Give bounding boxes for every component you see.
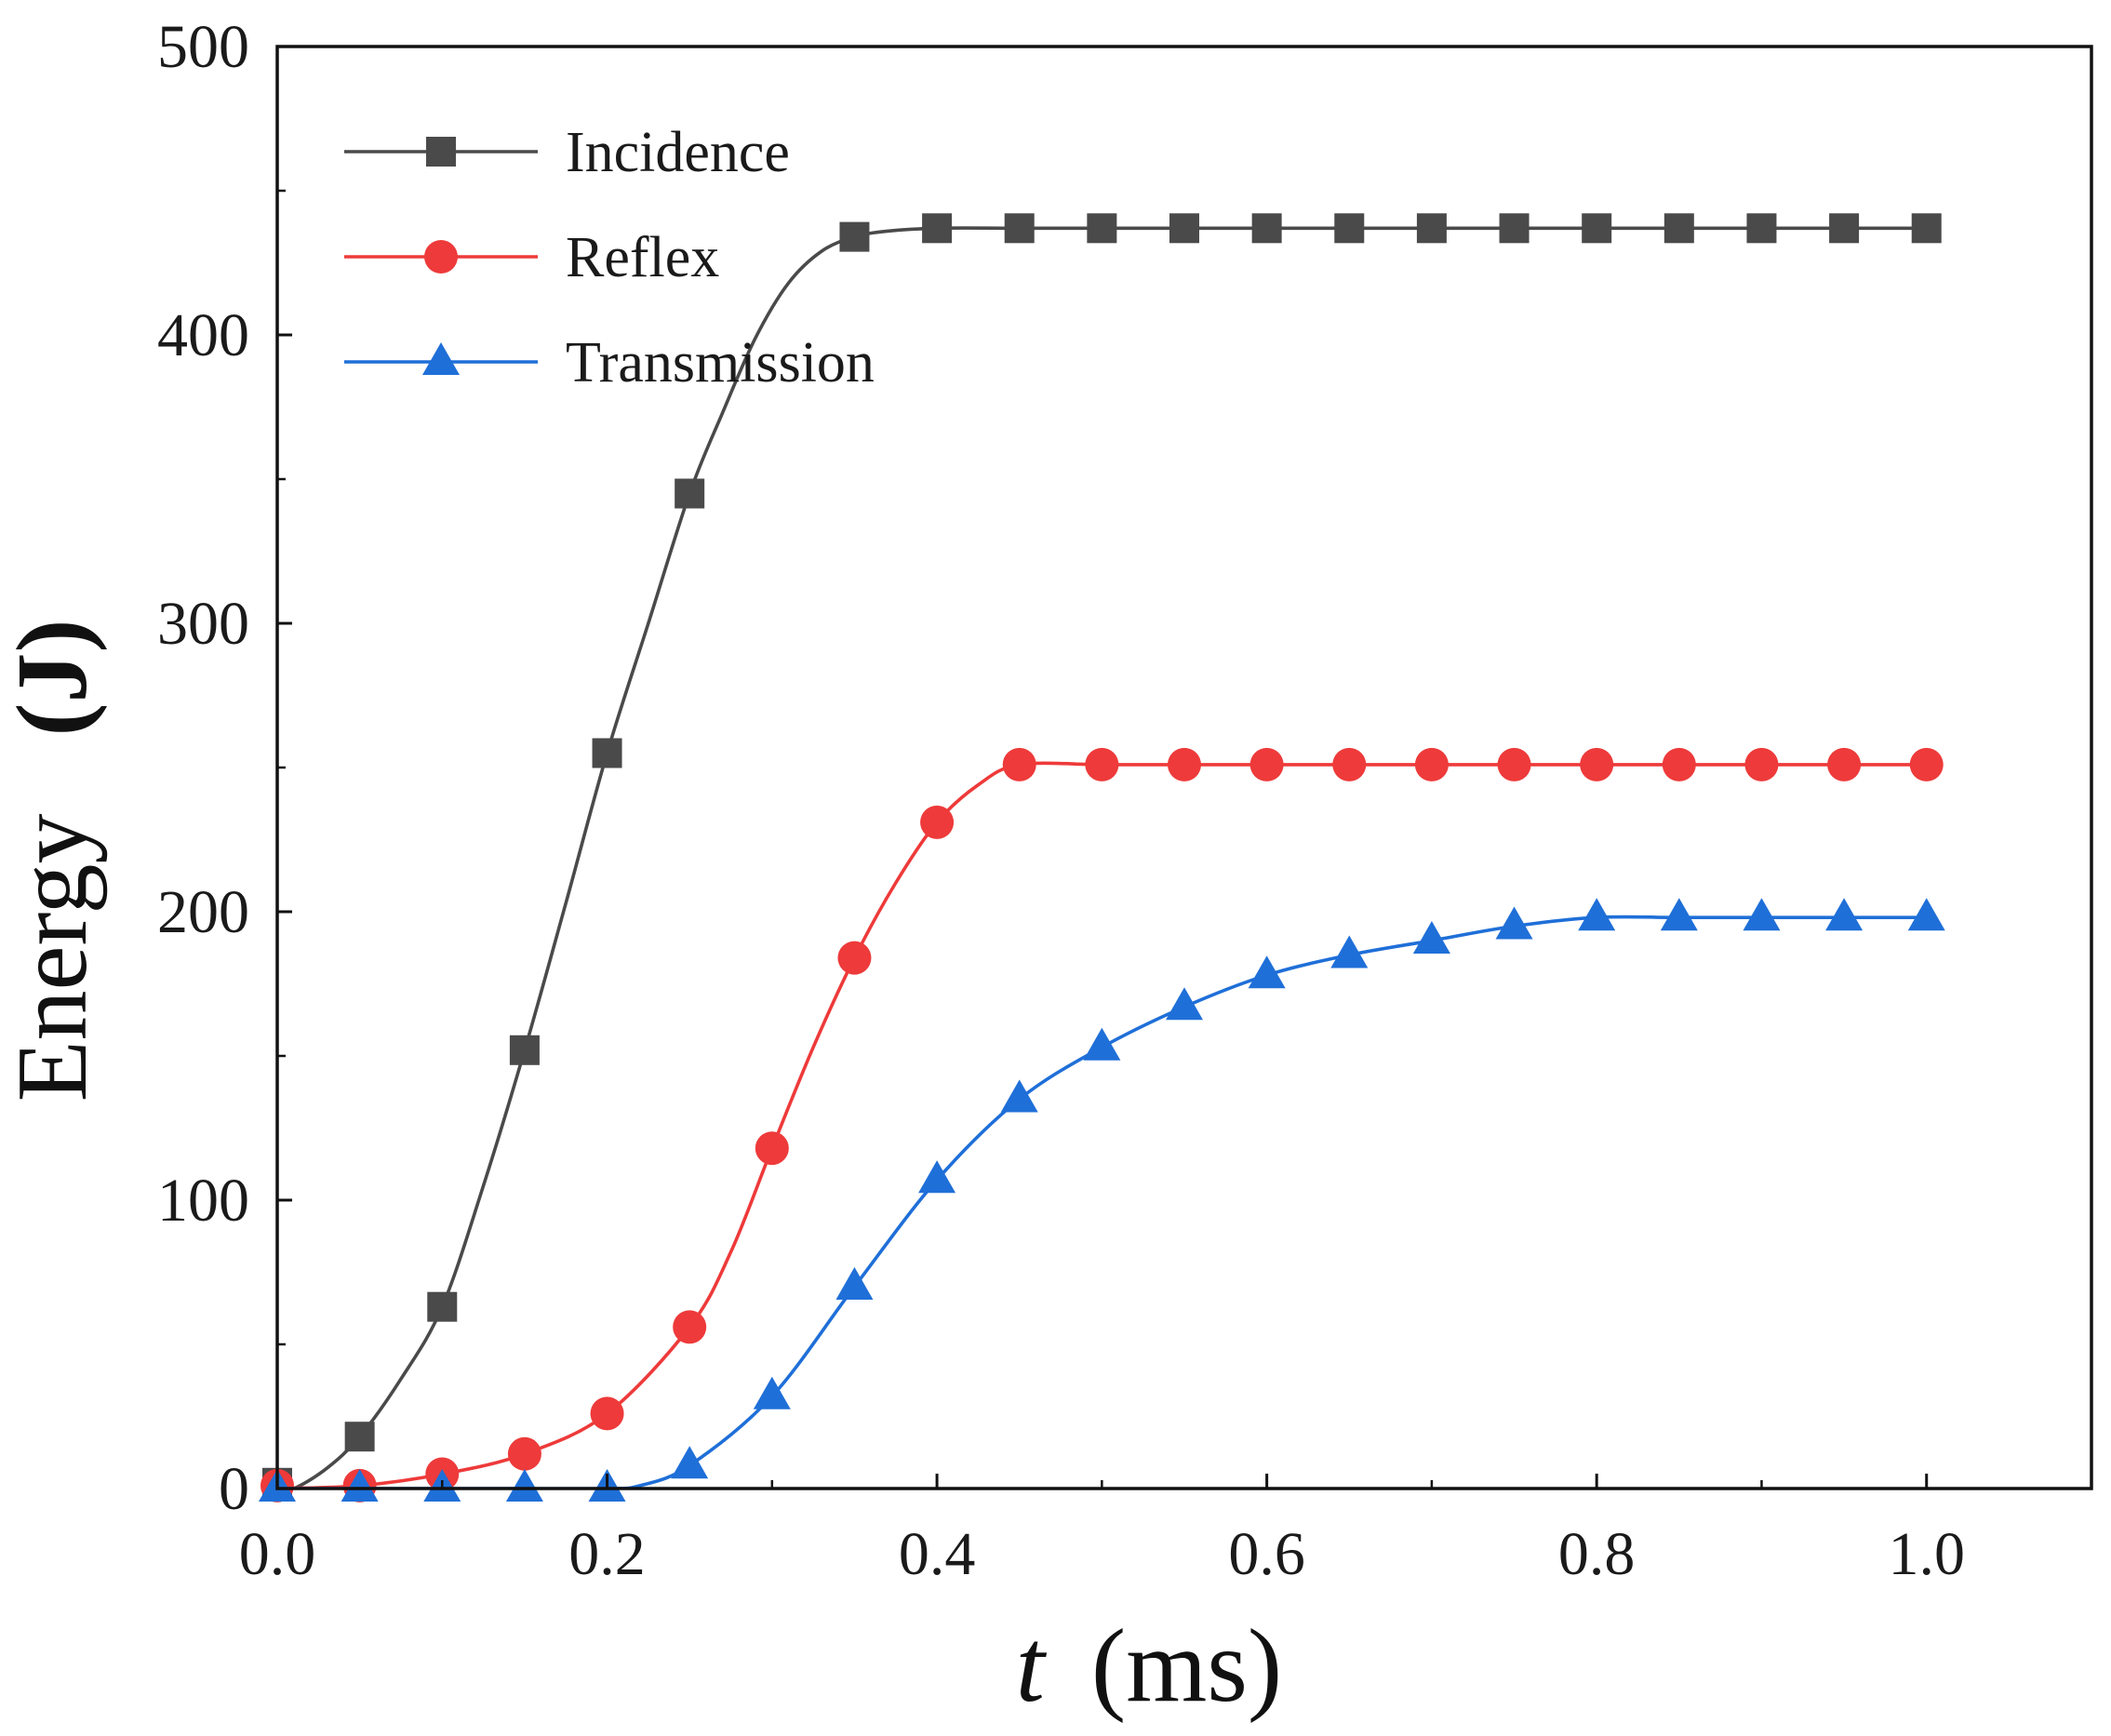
data-point-reflex xyxy=(1827,747,1862,781)
y-tick-label: 300 xyxy=(157,590,249,658)
data-point-transmission xyxy=(1495,906,1533,940)
y-tick-label: 200 xyxy=(157,878,249,946)
y-axis-title-label: Energy xyxy=(0,814,108,1102)
series-group xyxy=(259,213,1945,1502)
legend-marker-reflex xyxy=(424,240,458,274)
series-reflex xyxy=(261,747,1944,1502)
data-point-reflex xyxy=(673,1310,707,1344)
legend-label: Incidence xyxy=(566,121,790,184)
data-point-transmission xyxy=(341,1469,379,1502)
data-point-incidence xyxy=(509,1035,540,1065)
data-point-incidence xyxy=(1582,213,1612,244)
data-point-reflex xyxy=(755,1131,789,1166)
data-point-transmission xyxy=(1743,898,1781,931)
data-point-reflex xyxy=(920,805,955,839)
x-tick-label: 0.6 xyxy=(1228,1520,1305,1588)
data-point-transmission xyxy=(671,1446,709,1479)
data-point-incidence xyxy=(1087,213,1117,244)
data-point-reflex xyxy=(507,1436,541,1471)
data-point-reflex xyxy=(1332,747,1367,781)
x-axis-title-unit: (ms) xyxy=(1091,1609,1282,1724)
data-point-reflex xyxy=(1580,747,1614,781)
data-point-reflex xyxy=(1085,747,1119,781)
data-point-incidence xyxy=(344,1422,375,1452)
x-axis-title-variable: t xyxy=(1016,1609,1048,1724)
data-point-incidence xyxy=(922,213,953,244)
data-point-transmission xyxy=(1825,898,1864,931)
data-point-incidence xyxy=(592,738,622,768)
data-point-incidence xyxy=(1416,213,1447,244)
y-axis-title: Energy (J) xyxy=(0,620,108,1102)
data-point-reflex xyxy=(837,941,872,975)
data-point-transmission xyxy=(1248,955,1286,989)
data-point-incidence xyxy=(1829,213,1860,244)
legend-item-transmission: Transmission xyxy=(344,331,875,394)
x-axis-title: t (ms) xyxy=(1016,1609,1282,1724)
axes-group: 0.0 0.2 0.4 0.6 0.8 1.0 0 100 200 300 400 500 xyxy=(157,13,1965,1588)
data-point-incidence xyxy=(1334,213,1365,244)
data-point-transmission xyxy=(1412,921,1450,954)
y-tick-label: 100 xyxy=(157,1167,249,1235)
legend-marker-transmission xyxy=(422,342,460,375)
data-point-transmission xyxy=(1083,1027,1121,1061)
data-point-reflex xyxy=(1002,747,1036,781)
data-point-incidence xyxy=(1251,213,1282,244)
x-tick-label: 0.4 xyxy=(899,1520,976,1588)
data-point-incidence xyxy=(839,221,870,252)
y-tick-label: 400 xyxy=(157,301,249,369)
legend: Incidence Reflex Transmission xyxy=(344,121,875,394)
data-point-transmission xyxy=(1660,898,1698,931)
data-point-reflex xyxy=(1414,747,1449,781)
data-point-transmission xyxy=(1907,898,1945,931)
data-point-transmission xyxy=(835,1267,874,1300)
data-point-incidence xyxy=(1663,213,1694,244)
data-point-transmission xyxy=(505,1469,543,1502)
x-tick-label: 0.0 xyxy=(239,1520,316,1588)
data-point-incidence xyxy=(1746,213,1777,244)
data-point-reflex xyxy=(1168,747,1201,781)
legend-item-reflex: Reflex xyxy=(344,226,719,289)
legend-label: Transmission xyxy=(566,331,875,394)
data-point-reflex xyxy=(1909,747,1944,781)
x-tick-label: 0.2 xyxy=(568,1520,646,1588)
data-point-incidence xyxy=(1499,213,1530,244)
data-point-incidence xyxy=(675,478,705,509)
data-point-transmission xyxy=(1000,1079,1038,1113)
data-point-transmission xyxy=(753,1376,791,1409)
data-point-transmission xyxy=(1578,898,1616,931)
y-tick-label: 500 xyxy=(157,13,249,81)
x-tick-label: 0.8 xyxy=(1558,1520,1636,1588)
data-point-transmission xyxy=(1330,935,1369,968)
data-point-reflex xyxy=(1249,747,1284,781)
data-point-transmission xyxy=(1166,987,1203,1021)
legend-label: Reflex xyxy=(566,226,719,289)
data-point-incidence xyxy=(1004,213,1035,244)
y-axis-title-unit: (J) xyxy=(0,620,108,737)
data-point-transmission xyxy=(918,1160,956,1194)
data-point-incidence xyxy=(1169,213,1199,244)
data-point-reflex xyxy=(1662,747,1696,781)
series-line-transmission xyxy=(277,915,1927,1489)
data-point-reflex xyxy=(590,1396,624,1431)
legend-marker-incidence xyxy=(426,137,456,167)
legend-item-incidence: Incidence xyxy=(344,121,790,184)
data-point-reflex xyxy=(1744,747,1779,781)
data-point-incidence xyxy=(1911,213,1942,244)
data-point-reflex xyxy=(1497,747,1531,781)
data-point-incidence xyxy=(427,1291,458,1322)
y-tick-label: 0 xyxy=(219,1455,249,1523)
x-tick-label: 1.0 xyxy=(1888,1520,1965,1588)
